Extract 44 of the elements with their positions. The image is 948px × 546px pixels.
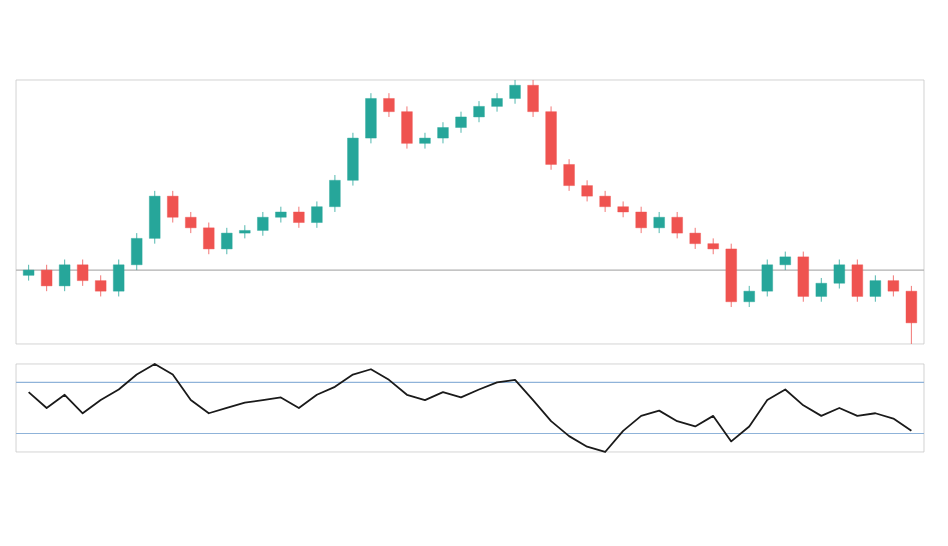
candlestick (365, 92, 377, 144)
candlestick (95, 274, 107, 297)
candlestick (131, 232, 143, 271)
candlestick (905, 285, 917, 345)
candlestick (257, 211, 269, 237)
candlestick (329, 174, 341, 213)
candlestick (851, 259, 863, 303)
candlestick (869, 274, 881, 303)
candlestick (311, 201, 323, 229)
candlestick (527, 79, 539, 118)
candlestick (41, 264, 53, 292)
candlestick (149, 190, 161, 245)
candlestick (185, 211, 197, 234)
candlestick (437, 121, 449, 144)
candlestick (383, 92, 395, 118)
candlestick (887, 274, 899, 297)
candlestick (689, 227, 701, 250)
candlestick (581, 179, 593, 202)
candlestick (293, 206, 305, 229)
candlestick (419, 132, 431, 150)
candlestick (77, 259, 89, 287)
candlestick (203, 222, 215, 255)
candlestick (761, 259, 773, 297)
candlestick (797, 251, 809, 303)
candlestick (509, 79, 521, 105)
candlestick (815, 277, 827, 303)
candlestick (599, 190, 611, 213)
candlestick (221, 227, 233, 255)
candlestick (779, 251, 791, 271)
candlestick (59, 259, 71, 292)
candlestick (491, 92, 503, 113)
candlestick (563, 158, 575, 192)
candlestick (743, 285, 755, 308)
candlestick (653, 211, 665, 234)
candlestick (671, 211, 683, 239)
candlestick (635, 206, 647, 234)
candlestick (455, 111, 467, 134)
candlestick (113, 259, 125, 297)
candlestick (833, 259, 845, 289)
candlestick (347, 132, 359, 186)
candlestick (473, 100, 485, 123)
candlestick (617, 201, 629, 218)
candlestick (401, 105, 413, 150)
candlestick (167, 190, 179, 223)
